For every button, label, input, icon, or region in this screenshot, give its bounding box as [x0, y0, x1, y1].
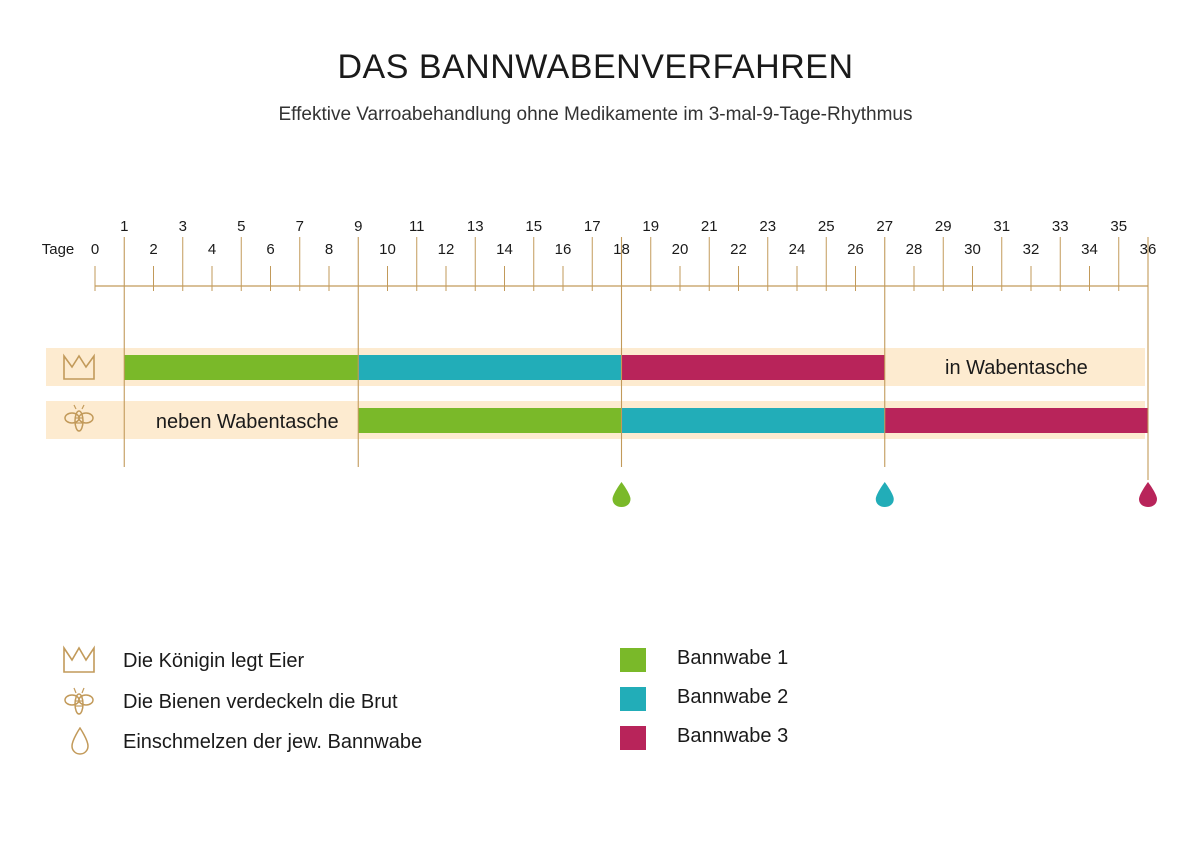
tick-label: 24 — [789, 241, 806, 258]
tick-label: 12 — [438, 241, 455, 258]
legend-comb-label: Bannwabe 3 — [677, 725, 789, 747]
tick-label: 32 — [1023, 241, 1040, 258]
legend-swatch-bannwabe-2 — [620, 687, 646, 711]
page-title: DAS BANNWABENVERFAHREN — [337, 48, 854, 86]
queen-bar-bannwabe-3 — [621, 355, 885, 380]
crown-icon — [63, 353, 95, 380]
axis-ticks: 1 3 5 7 9 11 13 15 17 19 21 23 25 27 29 31 33 350 2 4 6 8 10 12… — [91, 218, 1156, 291]
tick-label: 6 — [266, 241, 274, 258]
legend-symbol-label: Einschmelzen der jew. Bannwabe — [123, 731, 423, 753]
tick-label: 21 — [701, 218, 718, 235]
drop-icon — [71, 727, 89, 755]
tick-label: 35 — [1110, 218, 1127, 235]
tick-label: 15 — [525, 218, 542, 235]
tick-label: 0 — [91, 241, 99, 258]
drop-icon — [875, 482, 894, 507]
tick-label: 30 — [964, 241, 981, 258]
tick-label: 19 — [642, 218, 659, 235]
legend-comb-label: Bannwabe 1 — [677, 647, 789, 669]
tick-label: 29 — [935, 218, 952, 235]
tick-label: 4 — [208, 241, 216, 258]
tick-label: 2 — [149, 241, 157, 258]
tick-label: 26 — [847, 241, 864, 258]
bees-row-text: neben Wabentasche — [156, 411, 339, 433]
tick-label: 5 — [237, 218, 245, 235]
tick-label: 14 — [496, 241, 513, 258]
tick-label: 22 — [730, 241, 747, 258]
tick-label: 7 — [296, 218, 304, 235]
crown-icon — [63, 645, 95, 673]
legend-swatch-bannwabe-1 — [620, 648, 646, 672]
tick-label: 27 — [876, 218, 893, 235]
tick-label: 23 — [759, 218, 776, 235]
bee-icon — [64, 404, 94, 432]
tick-label: 10 — [379, 241, 396, 258]
bee-icon — [64, 687, 94, 715]
tick-label: 25 — [818, 218, 835, 235]
drop-icon — [1139, 482, 1157, 507]
tick-label: 9 — [354, 218, 362, 235]
queen-row-text: in Wabentasche — [945, 357, 1088, 379]
phase-markers — [123, 237, 1157, 507]
tick-label: 3 — [179, 218, 187, 235]
tick-label: 28 — [906, 241, 923, 258]
tick-label: 16 — [555, 241, 572, 258]
queen-bar-bannwabe-2 — [358, 355, 622, 380]
legend-swatch-bannwabe-3 — [620, 726, 646, 750]
bees-bar-bannwabe-1 — [358, 408, 622, 433]
page-subtitle: Effektive Varroabehandlung ohne Medikame… — [278, 104, 913, 125]
bees-bar-bannwabe-3 — [884, 408, 1148, 433]
tick-label: 17 — [584, 218, 601, 235]
tick-label: 34 — [1081, 241, 1098, 258]
tick-label: 8 — [325, 241, 333, 258]
drop-icon — [612, 482, 631, 507]
queen-bar-bannwabe-1 — [124, 355, 359, 380]
tick-label: 13 — [467, 218, 484, 235]
bees-bar-bannwabe-2 — [621, 408, 885, 433]
legend-comb-label: Bannwabe 2 — [677, 686, 789, 708]
legend-symbol-label: Die Königin legt Eier — [123, 650, 305, 672]
tick-label: 31 — [993, 218, 1010, 235]
axis-label: Tage — [42, 241, 75, 258]
tick-label: 20 — [672, 241, 689, 258]
legend-symbol-label: Die Bienen verdeckeln die Brut — [123, 691, 398, 713]
tick-label: 11 — [409, 218, 425, 235]
bars — [124, 355, 1148, 433]
tick-label: 1 — [120, 218, 128, 235]
tick-label: 33 — [1052, 218, 1069, 235]
